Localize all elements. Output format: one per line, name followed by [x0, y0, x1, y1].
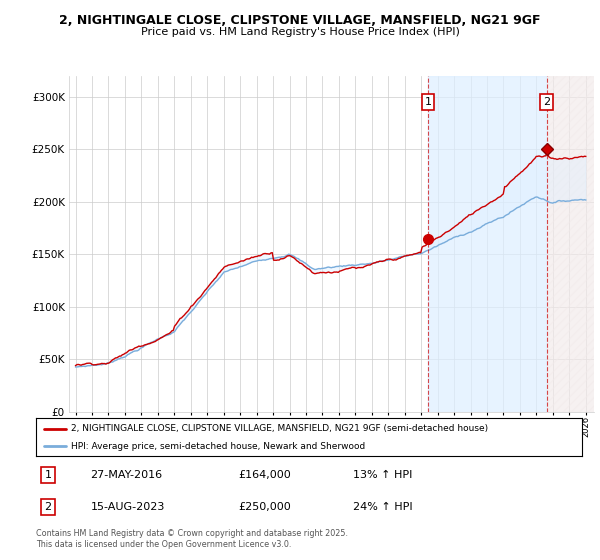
Bar [428, 76, 547, 412]
Text: 13% ↑ HPI: 13% ↑ HPI [353, 470, 412, 480]
Text: 2: 2 [44, 502, 52, 512]
Text: £250,000: £250,000 [238, 502, 291, 512]
Text: HPI: Average price, semi-detached house, Newark and Sherwood: HPI: Average price, semi-detached house,… [71, 442, 366, 451]
Bar [547, 76, 596, 412]
Bar [547, 76, 596, 412]
Text: 27-MAY-2016: 27-MAY-2016 [91, 470, 163, 480]
Text: 2: 2 [543, 97, 550, 107]
Text: 2, NIGHTINGALE CLOSE, CLIPSTONE VILLAGE, MANSFIELD, NG21 9GF: 2, NIGHTINGALE CLOSE, CLIPSTONE VILLAGE,… [59, 14, 541, 27]
Text: 24% ↑ HPI: 24% ↑ HPI [353, 502, 412, 512]
Text: 1: 1 [44, 470, 52, 480]
Text: £164,000: £164,000 [238, 470, 291, 480]
Text: 1: 1 [424, 97, 431, 107]
Text: 15-AUG-2023: 15-AUG-2023 [91, 502, 165, 512]
Text: Contains HM Land Registry data © Crown copyright and database right 2025.
This d: Contains HM Land Registry data © Crown c… [36, 529, 348, 549]
Text: 2, NIGHTINGALE CLOSE, CLIPSTONE VILLAGE, MANSFIELD, NG21 9GF (semi-detached hous: 2, NIGHTINGALE CLOSE, CLIPSTONE VILLAGE,… [71, 424, 488, 433]
Text: Price paid vs. HM Land Registry's House Price Index (HPI): Price paid vs. HM Land Registry's House … [140, 27, 460, 37]
